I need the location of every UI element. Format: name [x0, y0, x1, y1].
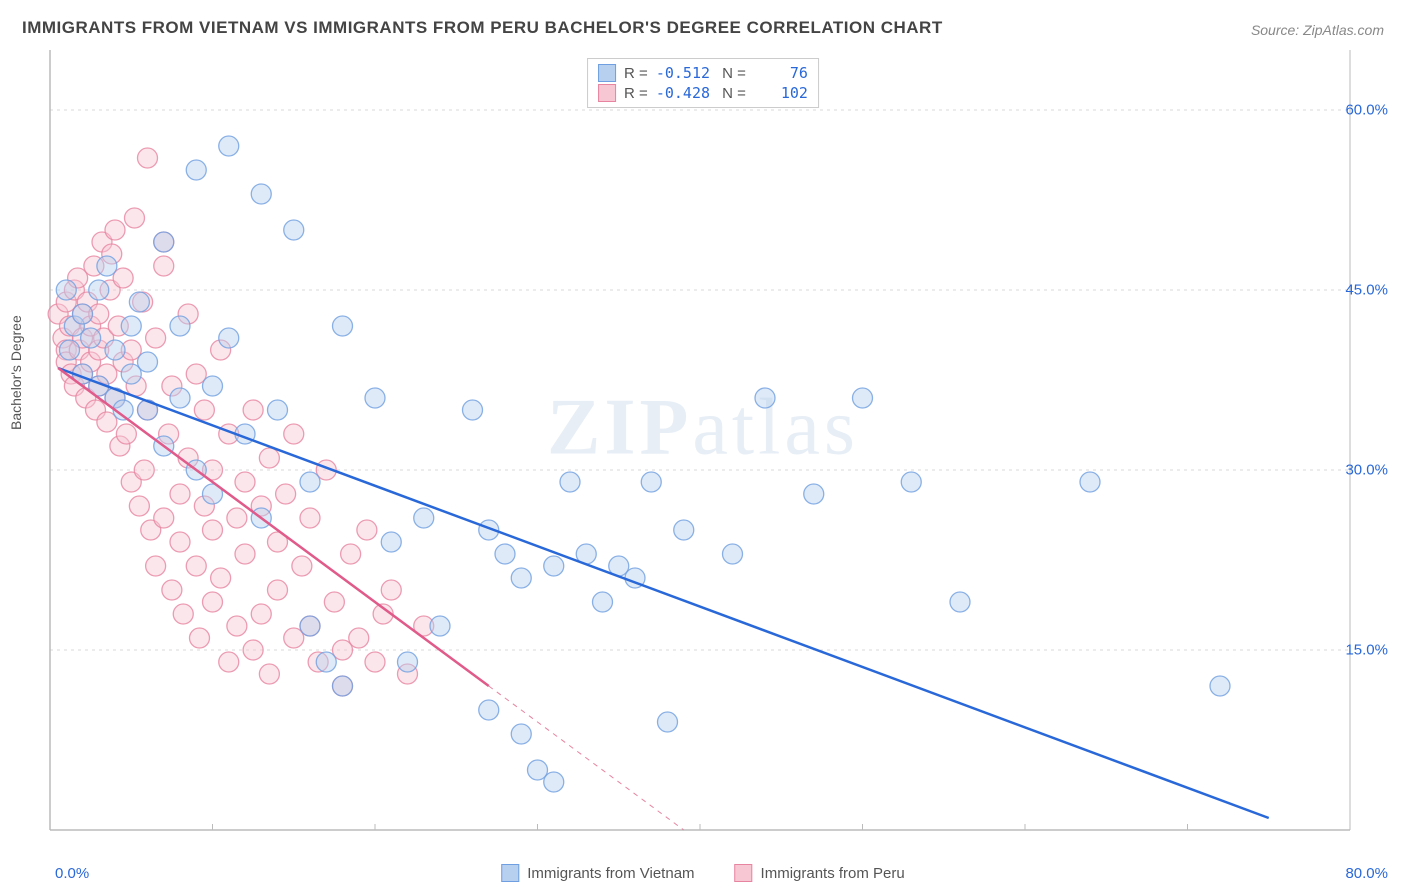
legend-item-vietnam: Immigrants from Vietnam [501, 864, 694, 882]
y-tick-label: 30.0% [1345, 462, 1388, 479]
legend-swatch-vietnam [501, 864, 519, 882]
r-value-vietnam: -0.512 [656, 64, 710, 82]
legend-row-vietnam: R = -0.512 N = 76 [598, 63, 808, 83]
legend-row-peru: R = -0.428 N = 102 [598, 83, 808, 103]
legend-item-peru: Immigrants from Peru [735, 864, 905, 882]
x-axis-max-label: 80.0% [1345, 865, 1388, 882]
legend-swatch-vietnam [598, 64, 616, 82]
y-tick-label: 60.0% [1345, 102, 1388, 119]
legend-label: Immigrants from Vietnam [527, 865, 694, 882]
r-value-peru: -0.428 [656, 84, 710, 102]
correlation-legend: R = -0.512 N = 76 R = -0.428 N = 102 [587, 58, 819, 108]
legend-label: Immigrants from Peru [761, 865, 905, 882]
series-legend: Immigrants from Vietnam Immigrants from … [501, 864, 904, 882]
n-label: N = [718, 85, 746, 102]
r-label: R = [624, 65, 648, 82]
r-label: R = [624, 85, 648, 102]
n-label: N = [718, 65, 746, 82]
y-tick-label: 45.0% [1345, 282, 1388, 299]
legend-swatch-peru [598, 84, 616, 102]
y-tick-label: 15.0% [1345, 642, 1388, 659]
x-axis-min-label: 0.0% [55, 865, 89, 882]
n-value-peru: 102 [754, 84, 808, 102]
n-value-vietnam: 76 [754, 64, 808, 82]
scatter-chart [0, 0, 1406, 892]
legend-swatch-peru [735, 864, 753, 882]
